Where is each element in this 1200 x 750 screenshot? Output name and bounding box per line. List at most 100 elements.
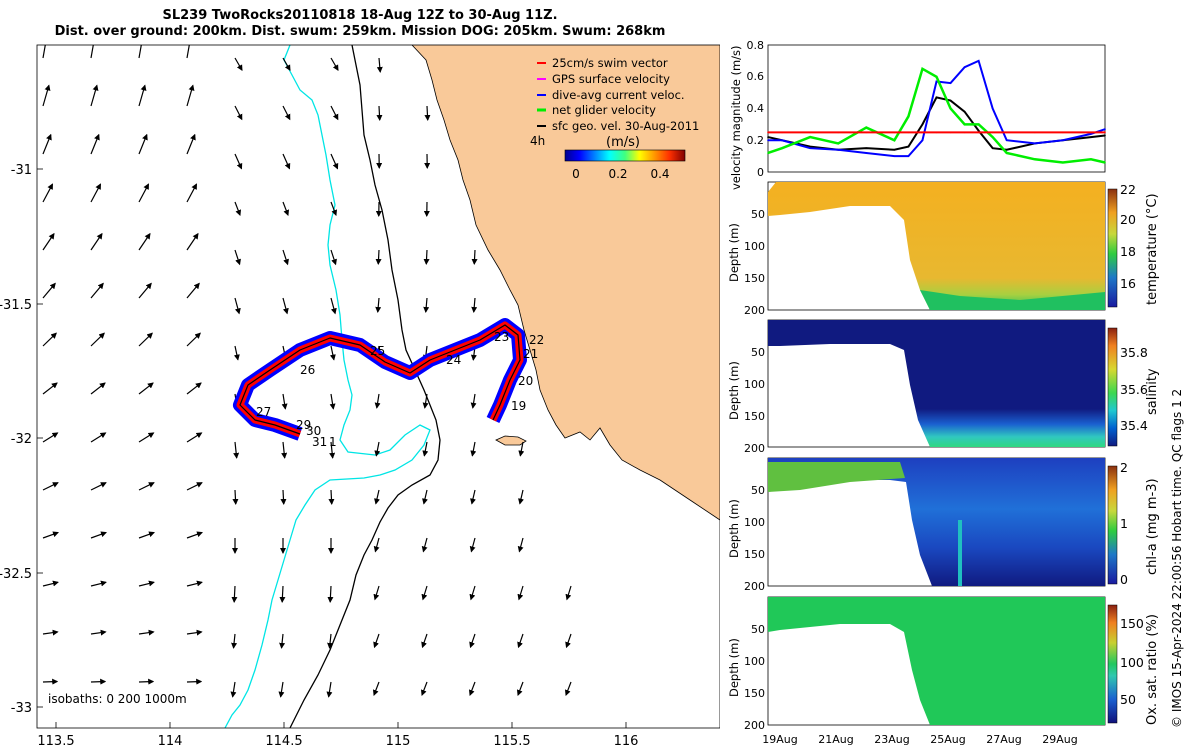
surface-velocity-vectors <box>42 45 572 698</box>
velocity-point <box>949 107 952 110</box>
ox-cbar-label: Ox. sat. ratio (%) <box>1145 614 1160 725</box>
velocity-arrow <box>329 393 336 410</box>
velocity-arrow <box>186 432 203 443</box>
vel-y-tick: 0.6 <box>747 70 765 83</box>
velocity-point <box>781 131 783 134</box>
velocity-series-line <box>767 66 1106 164</box>
depth-tick: 50 <box>751 484 765 497</box>
velocity-arrow <box>327 585 334 603</box>
velocity-arrow <box>138 84 147 107</box>
depth-tick: 100 <box>744 378 765 391</box>
figure-title-line1: SL239 TwoRocks20110818 18-Aug 12Z to 30-… <box>162 8 558 23</box>
velocity-arrow <box>42 282 56 299</box>
velocity-arrow <box>423 297 430 313</box>
legend-dive-avg-current: dive-avg current veloc. <box>552 88 685 102</box>
colorbar-unit-label: (m/s) <box>606 135 640 150</box>
velocity-arrow <box>90 183 102 203</box>
vel-y-tick: 0.2 <box>747 134 765 147</box>
day-label-30: 30 <box>306 424 321 438</box>
sal-cbar-label: salinity <box>1145 368 1160 415</box>
sal-depth-label: Depth (m) <box>727 361 741 420</box>
velocity-arrow <box>90 382 106 395</box>
velocity-arrow <box>42 482 59 491</box>
velocity-arrow <box>282 297 289 315</box>
ox-depth-label: Depth (m) <box>727 638 741 697</box>
map-x-tick: 115 <box>386 734 411 749</box>
velocity-arrow <box>374 489 380 505</box>
velocity-arrow <box>516 681 524 697</box>
legend-swim-vector: 25cm/s swim vector <box>552 56 668 70</box>
velocity-arrow <box>421 633 428 649</box>
velocity-arrow <box>282 57 291 71</box>
velocity-arrow <box>423 249 430 265</box>
map-x-tick: 116 <box>614 734 639 749</box>
depth-tick: 150 <box>744 548 765 561</box>
velocity-arrow <box>330 153 339 170</box>
velocity-point <box>1104 128 1106 130</box>
velocity-arrow <box>234 57 243 71</box>
velocity-point <box>1033 131 1036 134</box>
velocity-arrow <box>281 441 288 459</box>
velocity-point <box>809 145 811 148</box>
chl-cbar-tick: 1 <box>1120 516 1128 531</box>
velocity-arrow <box>468 681 476 697</box>
velocity-arrow <box>42 629 59 636</box>
velocity-arrow <box>424 105 431 121</box>
velocity-arrow <box>565 633 572 649</box>
legend-interval-label: 4h <box>530 134 545 148</box>
velocity-arrow <box>330 105 339 121</box>
velocity-point <box>1090 131 1092 134</box>
velocity-point <box>991 131 994 134</box>
velocity-arrow <box>138 482 155 491</box>
legend-sfc-geo-velocity: sfc geo. vel. 30-Aug-2011 <box>552 119 699 133</box>
oxygen-panel <box>767 596 1118 726</box>
depth-tick: 200 <box>744 442 765 455</box>
velocity-arrow <box>90 580 107 587</box>
isobath-label: isobaths: 0 200 1000m <box>48 692 187 706</box>
velocity-arrow <box>90 45 94 59</box>
map-x-tick: 114 <box>158 734 183 749</box>
velocity-arrow <box>374 441 381 457</box>
day-label-23: 23 <box>494 330 509 344</box>
date-tick: 21Aug <box>818 733 853 746</box>
velocity-arrow <box>186 629 203 636</box>
velocity-point <box>1005 139 1008 142</box>
velocity-arrow <box>330 57 339 71</box>
day-label-26: 26 <box>300 363 315 377</box>
velocity-arrow <box>517 633 524 649</box>
velocity-point <box>809 147 811 149</box>
sal-cbar-tick: 35.6 <box>1120 382 1148 397</box>
velocity-point <box>977 131 980 134</box>
depth-tick: 100 <box>744 655 765 668</box>
velocity-point <box>991 107 994 110</box>
velocity-point <box>837 148 840 151</box>
velocity-point <box>1104 131 1106 134</box>
velocity-point <box>921 131 924 134</box>
velocity-point <box>1090 158 1092 161</box>
velocity-point <box>963 110 966 113</box>
isobath-1000m <box>289 45 441 728</box>
velocity-point <box>907 131 910 134</box>
glider-track <box>233 318 527 441</box>
velocity-arrow <box>518 489 524 505</box>
velocity-arrow <box>471 297 478 313</box>
velocity-point <box>767 139 769 142</box>
day-label-24: 24 <box>446 353 461 367</box>
velocity-arrow <box>376 105 383 121</box>
vel-y-tick: 0.8 <box>747 39 765 52</box>
rottnest-island <box>495 435 527 446</box>
velocity-arrow <box>90 232 103 251</box>
velocity-arrow <box>469 633 476 649</box>
velocity-point <box>907 115 910 118</box>
velocity-arrow <box>90 531 107 539</box>
velocity-point <box>1033 142 1036 145</box>
velocity-arrow <box>373 537 380 553</box>
depth-tick: 50 <box>751 623 765 636</box>
velocity-arrow <box>470 441 477 457</box>
velocity-panel: 0 0.2 0.4 0.6 0.8 velocity magnitude (m/… <box>729 39 1106 190</box>
map-x-tick: 115.5 <box>493 734 530 749</box>
velocity-arrow <box>422 441 429 457</box>
velocity-arrow <box>469 585 476 601</box>
velocity-point <box>1005 131 1008 134</box>
velocity-arrow <box>138 232 151 251</box>
